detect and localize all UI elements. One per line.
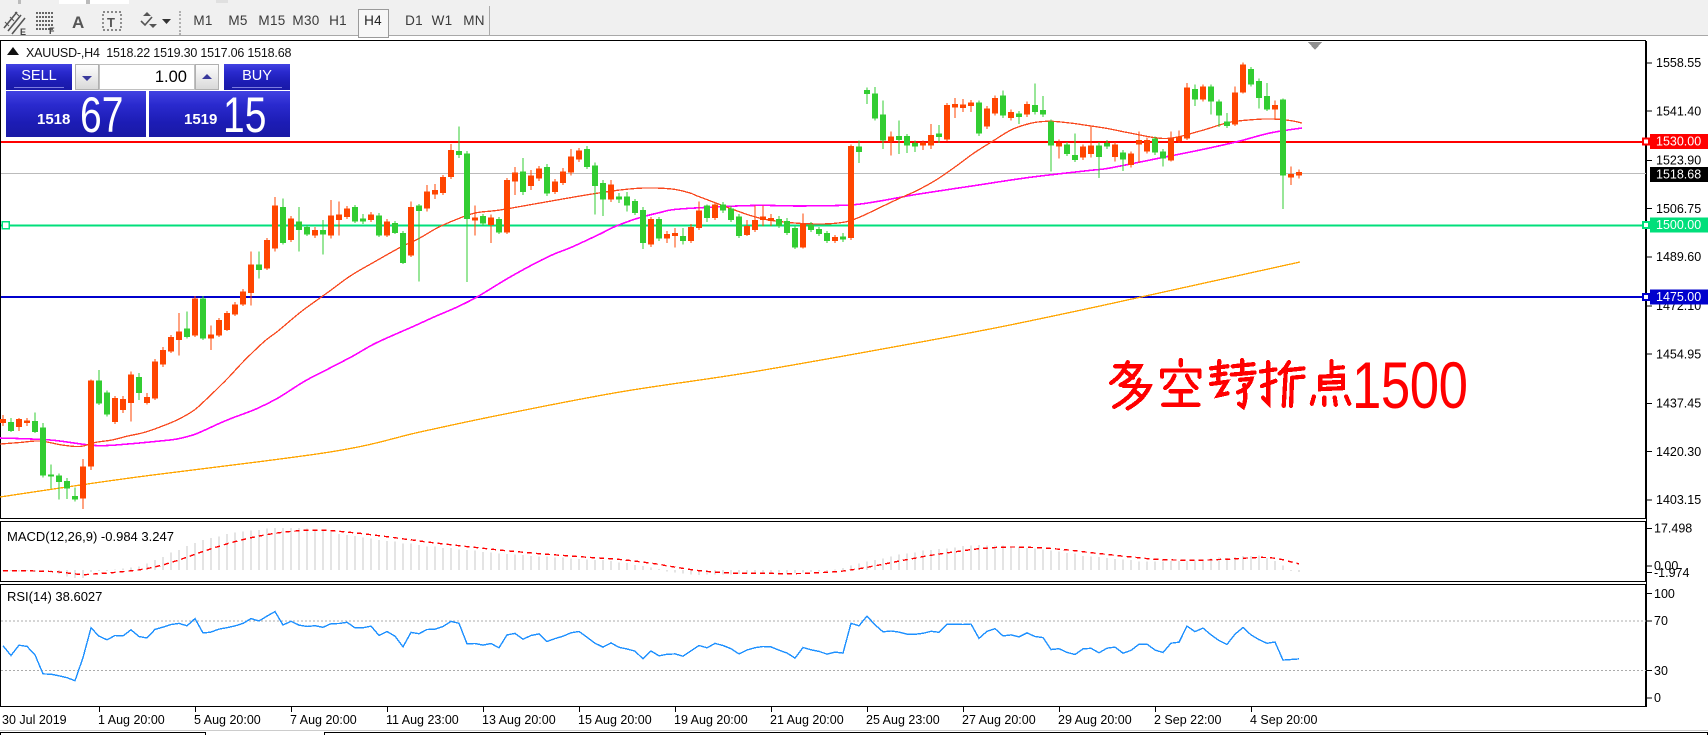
svg-text:11 Aug 23:00: 11 Aug 23:00 xyxy=(386,713,459,727)
svg-text:4 Sep 20:00: 4 Sep 20:00 xyxy=(1250,713,1317,727)
svg-text:0.00: 0.00 xyxy=(1654,559,1678,573)
svg-text:1523.90: 1523.90 xyxy=(1656,154,1701,168)
svg-text:1437.45: 1437.45 xyxy=(1656,397,1701,411)
svg-text:15 Aug 20:00: 15 Aug 20:00 xyxy=(578,713,652,727)
svg-text:5 Aug 20:00: 5 Aug 20:00 xyxy=(194,713,261,727)
svg-text:0: 0 xyxy=(1654,691,1661,705)
svg-text:E: E xyxy=(20,27,26,35)
svg-text:7 Aug 20:00: 7 Aug 20:00 xyxy=(290,713,357,727)
svg-text:T: T xyxy=(107,15,115,30)
svg-text:19 Aug 20:00: 19 Aug 20:00 xyxy=(674,713,748,727)
svg-text:30: 30 xyxy=(1654,664,1668,678)
svg-text:13 Aug 20:00: 13 Aug 20:00 xyxy=(482,713,556,727)
svg-text:1403.15: 1403.15 xyxy=(1656,493,1701,507)
svg-text:25 Aug 23:00: 25 Aug 23:00 xyxy=(866,713,940,727)
svg-text:27 Aug 20:00: 27 Aug 20:00 xyxy=(962,713,1036,727)
svg-text:29 Aug 20:00: 29 Aug 20:00 xyxy=(1058,713,1132,727)
svg-text:70: 70 xyxy=(1654,614,1668,628)
svg-text:21 Aug 20:00: 21 Aug 20:00 xyxy=(770,713,844,727)
svg-text:100: 100 xyxy=(1654,587,1675,601)
svg-text:1454.95: 1454.95 xyxy=(1656,347,1701,361)
svg-text:1541.40: 1541.40 xyxy=(1656,104,1701,118)
svg-text:1518.68: 1518.68 xyxy=(1656,168,1701,182)
svg-text:A: A xyxy=(72,13,84,32)
svg-text:17.498: 17.498 xyxy=(1654,522,1692,536)
svg-text:1506.75: 1506.75 xyxy=(1656,202,1701,216)
svg-text:1489.60: 1489.60 xyxy=(1656,250,1701,264)
svg-text:1500: 1500 xyxy=(1352,348,1468,422)
svg-text:1530.00: 1530.00 xyxy=(1656,135,1701,149)
svg-text:RSI(14) 38.6027: RSI(14) 38.6027 xyxy=(7,589,102,604)
svg-text:30 Jul 2019: 30 Jul 2019 xyxy=(2,713,67,727)
svg-text:-1.974: -1.974 xyxy=(1654,566,1689,580)
svg-text:1420.30: 1420.30 xyxy=(1656,445,1701,459)
svg-text:1500.00: 1500.00 xyxy=(1656,218,1701,232)
svg-text:2 Sep 22:00: 2 Sep 22:00 xyxy=(1154,713,1221,727)
svg-text:F: F xyxy=(49,26,55,35)
svg-text:MACD(12,26,9) -0.984 3.247: MACD(12,26,9) -0.984 3.247 xyxy=(7,529,174,544)
svg-text:1475.00: 1475.00 xyxy=(1656,290,1701,304)
svg-text:1558.55: 1558.55 xyxy=(1656,56,1701,70)
svg-text:1 Aug 20:00: 1 Aug 20:00 xyxy=(98,713,165,727)
